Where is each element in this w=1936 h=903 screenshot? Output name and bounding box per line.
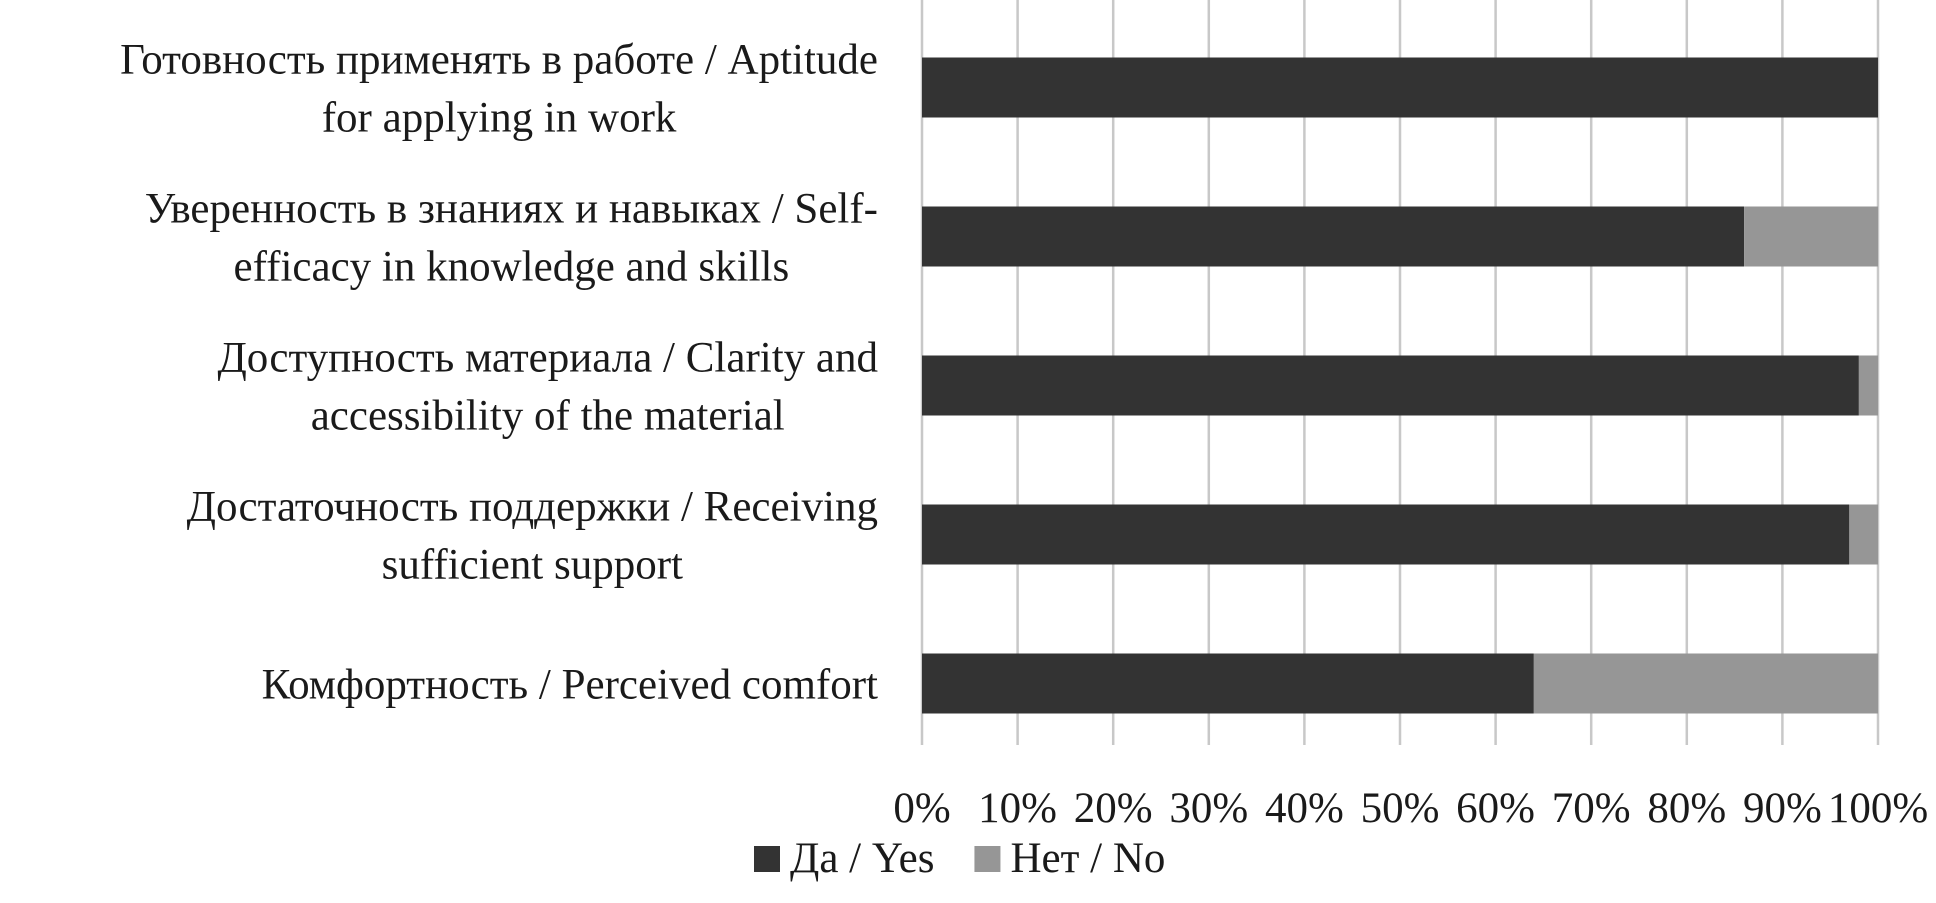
bar-no <box>1744 206 1878 267</box>
x-tick-label: 60% <box>1456 785 1535 832</box>
x-tick-label: 20% <box>1074 785 1153 832</box>
category-label: efficacy in knowledge and skills <box>234 244 790 291</box>
bar-yes <box>922 504 1850 565</box>
x-tick-label: 50% <box>1361 785 1440 832</box>
x-tick-label: 100% <box>1828 785 1928 832</box>
x-tick-label: 70% <box>1552 785 1631 832</box>
legend-swatch <box>974 846 1001 872</box>
category-labels: Готовность применять в работе / Aptitude… <box>120 37 878 709</box>
category-label: accessibility of the material <box>311 393 785 440</box>
x-tick-label: 0% <box>893 785 950 832</box>
legend-label: Да / Yes <box>790 835 934 882</box>
x-tick-label: 40% <box>1265 785 1344 832</box>
bar-yes <box>922 653 1534 714</box>
category-label: Комфортность / Perceived comfort <box>262 662 878 709</box>
category-label: sufficient support <box>382 542 683 589</box>
bar-yes <box>922 57 1878 118</box>
category-label: Уверенность в знаниях и навыках / Self- <box>145 186 878 233</box>
x-tick-label: 10% <box>978 785 1057 832</box>
bar-no <box>1858 355 1878 416</box>
bar-yes <box>922 206 1745 267</box>
bar-yes <box>922 355 1859 416</box>
bar-no <box>1533 653 1878 714</box>
legend-label: Нет / No <box>1010 835 1165 882</box>
category-label: Доступность материала / Clarity and <box>217 335 878 382</box>
category-label: for applying in work <box>322 95 677 142</box>
legend-swatch <box>754 846 780 872</box>
category-label: Достаточность поддержки / Receiving <box>187 484 878 531</box>
bar-no <box>1849 504 1878 565</box>
bars <box>922 57 1878 714</box>
legend: Да / Yes Нет / No <box>754 835 1165 882</box>
x-tick-label: 80% <box>1647 785 1726 832</box>
category-label: Готовность применять в работе / Aptitude <box>120 37 878 84</box>
x-tick-label: 90% <box>1743 785 1822 832</box>
x-tick-label: 30% <box>1169 785 1248 832</box>
x-axis-tick-labels: 0% 10% 20% 30% 40% 50% 60% 70% 80% 90% 100% <box>893 785 1928 832</box>
